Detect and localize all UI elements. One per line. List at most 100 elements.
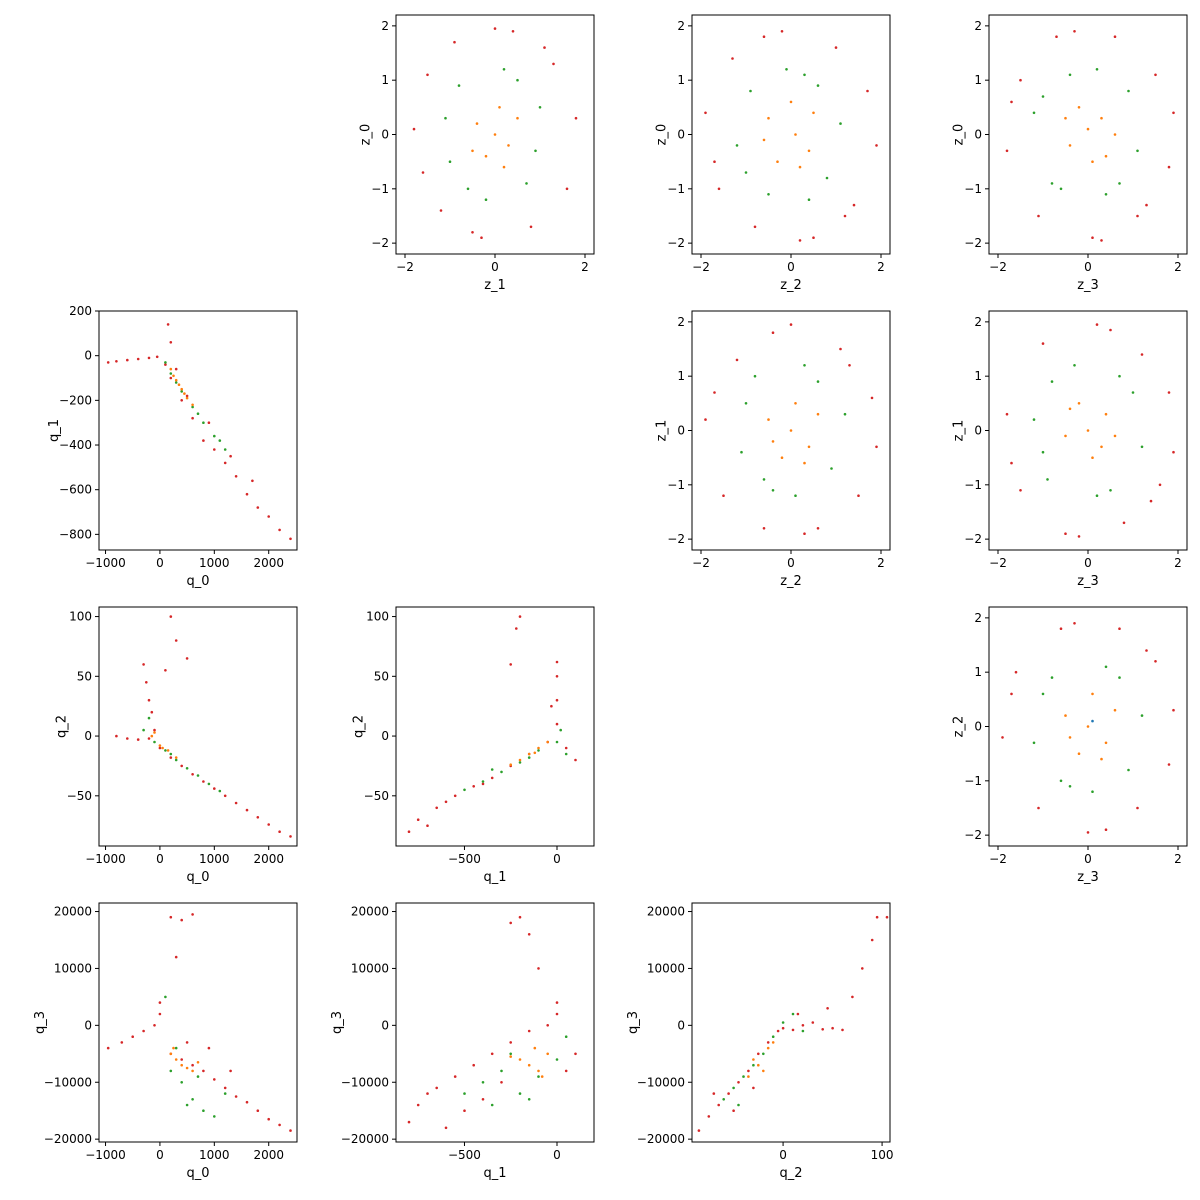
x-tick-label: 2000: [253, 556, 284, 570]
data-point: [207, 421, 211, 425]
data-point: [196, 1061, 200, 1064]
data-point: [747, 1069, 750, 1073]
data-point: [1091, 456, 1094, 460]
x-tick-label: 0: [156, 852, 164, 866]
data-point: [857, 494, 860, 498]
axes-frame: [98, 606, 298, 847]
y-tick-label: 100: [69, 610, 92, 624]
y-axis-label: z_1: [952, 420, 967, 442]
data-point: [166, 323, 170, 326]
y-tick-label: 10000: [54, 961, 92, 975]
data-point: [177, 383, 181, 387]
y-tick-label: 10000: [351, 961, 389, 975]
y-tick-label: −1: [667, 478, 685, 492]
y-tick-label: 1: [974, 73, 982, 87]
x-tick-label: 0: [553, 1148, 561, 1162]
data-point: [1104, 154, 1108, 158]
data-point: [289, 1129, 292, 1132]
x-axis-label: z_1: [484, 278, 506, 293]
y-tick-label: 0: [381, 1018, 389, 1032]
points-group: [704, 323, 878, 535]
data-point: [493, 133, 497, 136]
data-point: [169, 367, 173, 371]
data-point: [142, 728, 145, 732]
data-point: [1140, 445, 1144, 449]
y-tick-label: −10000: [637, 1075, 685, 1089]
data-point: [278, 528, 281, 532]
data-point: [1064, 434, 1067, 438]
y-tick-label: 0: [974, 424, 982, 438]
y-tick-label: −600: [59, 483, 92, 497]
y-tick-label: 0: [84, 349, 92, 363]
scatter-panel: −1000 0 1000 2000 −800 −600 −400 −200 0 200 q_0 q_1: [47, 304, 298, 589]
data-point: [1064, 714, 1067, 717]
scatter-panel: −2 0 2 −2 −1 0 1 2 z_3 z_0: [952, 14, 1188, 293]
data-point: [1005, 149, 1009, 153]
data-point: [771, 1035, 775, 1038]
data-point: [776, 1029, 780, 1033]
data-point: [490, 768, 494, 771]
data-point: [839, 347, 842, 351]
data-point: [426, 1092, 429, 1095]
data-point: [180, 399, 183, 402]
data-point: [448, 160, 452, 163]
data-point: [185, 1066, 189, 1070]
x-tick-label: −500: [448, 1148, 481, 1162]
y-tick-label: −50: [67, 789, 92, 803]
points-group: [106, 913, 292, 1132]
data-point: [174, 756, 178, 759]
data-point: [115, 734, 118, 738]
y-tick-label: −20000: [341, 1132, 389, 1146]
data-point: [1077, 402, 1081, 405]
points-group: [697, 915, 889, 1132]
data-point: [1104, 828, 1108, 831]
data-point: [267, 1117, 271, 1121]
data-point: [174, 1046, 178, 1050]
data-point: [172, 374, 175, 378]
data-point: [518, 761, 522, 764]
y-tick-label: 0: [381, 128, 389, 142]
data-point: [1001, 736, 1004, 739]
data-point: [213, 448, 216, 451]
data-point: [278, 830, 281, 833]
data-point: [717, 187, 721, 191]
data-point: [500, 1069, 503, 1073]
data-point: [202, 421, 205, 425]
data-point: [1104, 193, 1108, 196]
x-tick-label: 0: [1084, 852, 1092, 866]
data-point: [1091, 719, 1094, 723]
data-point: [1077, 752, 1081, 755]
data-point: [803, 73, 806, 77]
data-point: [213, 1115, 216, 1118]
data-point: [825, 176, 829, 180]
data-point: [1172, 111, 1175, 115]
data-point: [744, 402, 748, 405]
data-point: [145, 681, 148, 684]
data-point: [727, 1092, 730, 1095]
data-point: [416, 1103, 420, 1107]
data-point: [852, 203, 856, 207]
data-point: [136, 357, 140, 361]
data-point: [509, 663, 512, 666]
data-point: [412, 127, 416, 131]
data-point: [223, 448, 227, 451]
y-tick-label: −2: [667, 532, 685, 546]
data-point: [439, 209, 443, 212]
data-point: [1086, 429, 1090, 432]
data-point: [1091, 236, 1094, 239]
data-point: [1113, 133, 1117, 136]
data-point: [169, 1069, 173, 1073]
data-point: [150, 710, 154, 714]
data-point: [697, 1129, 701, 1132]
data-point: [533, 751, 537, 755]
data-point: [202, 439, 205, 442]
y-tick-label: 0: [677, 1018, 685, 1032]
data-point: [529, 225, 533, 229]
data-point: [213, 787, 216, 790]
y-tick-label: 2: [974, 611, 982, 625]
data-point: [481, 780, 485, 783]
y-axis-label: q_2: [54, 715, 69, 738]
data-point: [1073, 622, 1076, 625]
data-point: [158, 746, 162, 750]
y-tick-label: −2: [964, 828, 982, 842]
